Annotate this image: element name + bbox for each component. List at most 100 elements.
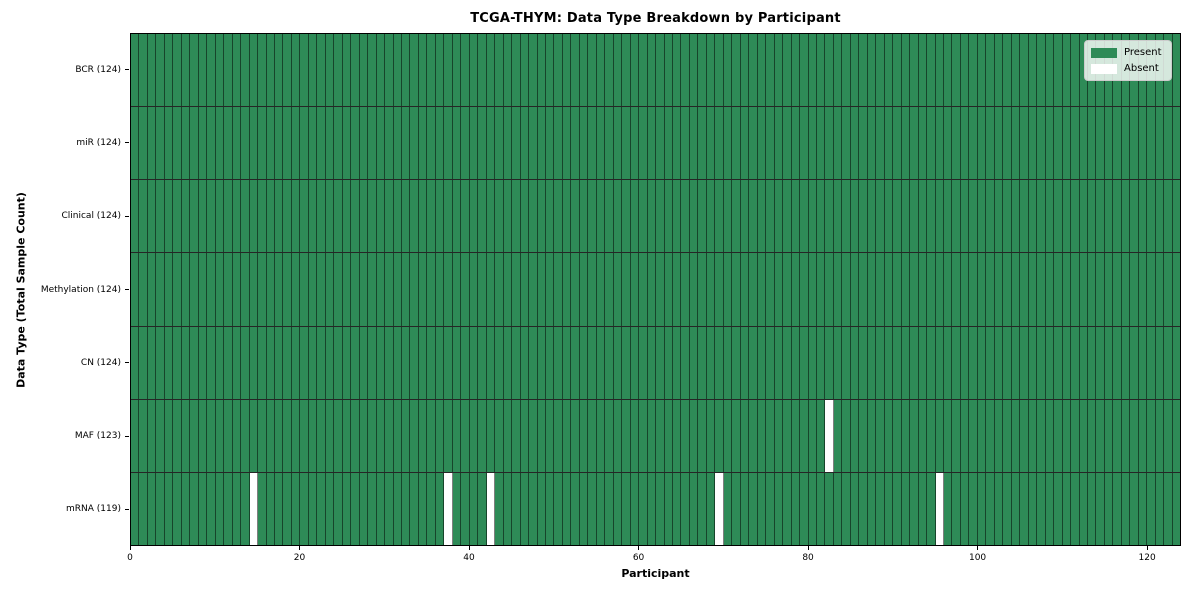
x-tick-mark	[807, 546, 809, 550]
heatmap-cell	[698, 253, 707, 326]
heatmap-cell	[1138, 399, 1148, 472]
heatmap-cell	[266, 472, 275, 545]
heatmap-cell	[207, 326, 216, 399]
heatmap-cell	[478, 326, 487, 399]
heatmap-cell	[554, 107, 563, 180]
y-tick-label-mir: miR (124)	[76, 137, 121, 148]
heatmap-cell	[325, 399, 335, 472]
heatmap-cell	[960, 34, 970, 107]
heatmap-cell	[215, 472, 225, 545]
heatmap-cell	[927, 253, 936, 326]
heatmap-cell	[1113, 326, 1122, 399]
heatmap-cell	[342, 107, 352, 180]
heatmap-cell	[1071, 107, 1080, 180]
heatmap-cell	[842, 34, 851, 107]
heatmap-cell	[800, 107, 809, 180]
heatmap-cell	[232, 399, 242, 472]
heatmap-cell	[994, 326, 1004, 399]
heatmap-cell	[359, 253, 369, 326]
heatmap-cell	[749, 107, 758, 180]
heatmap-cell	[706, 253, 716, 326]
heatmap-cell	[723, 107, 733, 180]
heatmap-cell	[605, 34, 614, 107]
heatmap-cell	[164, 472, 174, 545]
heatmap-cell	[698, 107, 707, 180]
heatmap-cell	[893, 107, 902, 180]
heatmap-cell	[325, 472, 335, 545]
heatmap-cell	[766, 107, 775, 180]
heatmap-cell	[164, 107, 174, 180]
plot-area	[130, 33, 1181, 546]
heatmap-cell	[664, 34, 673, 107]
heatmap-cell	[325, 326, 335, 399]
heatmap-cell	[656, 107, 665, 180]
heatmap-cell	[359, 399, 369, 472]
heatmap-cell	[952, 399, 961, 472]
heatmap-cell	[850, 253, 860, 326]
heatmap-cell	[977, 107, 987, 180]
heatmap-cell	[469, 34, 479, 107]
heatmap-cell	[1045, 472, 1055, 545]
heatmap-cell	[986, 326, 995, 399]
heatmap-cell	[673, 34, 682, 107]
heatmap-cell	[876, 180, 885, 253]
heatmap-cell	[529, 253, 538, 326]
heatmap-cell	[435, 180, 445, 253]
heatmap-cell	[647, 34, 657, 107]
heatmap-cell	[461, 107, 470, 180]
heatmap-cell	[977, 326, 987, 399]
x-tick-mark	[1146, 546, 1148, 550]
heatmap-cell	[944, 253, 953, 326]
heatmap-cell	[1155, 107, 1165, 180]
heatmap-cell	[952, 107, 961, 180]
heatmap-cell	[554, 472, 563, 545]
heatmap-cell	[1079, 326, 1088, 399]
heatmap-cell	[630, 326, 640, 399]
heatmap-cell	[444, 107, 453, 180]
heatmap-cell	[766, 180, 775, 253]
heatmap-cell	[503, 180, 513, 253]
heatmap-cell	[529, 107, 538, 180]
heatmap-cell	[977, 472, 987, 545]
heatmap-cell	[249, 107, 259, 180]
heatmap-cell	[495, 399, 504, 472]
heatmap-cell	[774, 326, 784, 399]
heatmap-cell	[656, 326, 665, 399]
heatmap-cell	[486, 399, 496, 472]
heatmap-cell	[850, 180, 860, 253]
heatmap-cell	[715, 107, 724, 180]
heatmap-cell	[300, 472, 309, 545]
y-tick-mark	[125, 362, 129, 364]
heatmap-cell	[1020, 180, 1029, 253]
heatmap-cell	[351, 253, 360, 326]
heatmap-cell	[1104, 472, 1114, 545]
heatmap-cell	[1003, 34, 1012, 107]
heatmap-cell	[300, 253, 309, 326]
heatmap-cell	[808, 472, 817, 545]
heatmap-cell	[207, 253, 216, 326]
heatmap-cell	[537, 34, 546, 107]
heatmap-cell	[461, 180, 470, 253]
heatmap-cell	[1045, 399, 1055, 472]
heatmap-cell	[334, 399, 343, 472]
heatmap-cell	[1172, 326, 1181, 399]
heatmap-cell	[825, 326, 834, 399]
heatmap-cell	[351, 180, 360, 253]
heatmap-cell	[164, 180, 174, 253]
heatmap-cell	[266, 180, 275, 253]
heatmap-cell	[1011, 253, 1021, 326]
heatmap-cell	[173, 253, 182, 326]
heatmap-cell	[385, 180, 394, 253]
heatmap-cell	[1130, 399, 1139, 472]
heatmap-cell	[190, 472, 199, 545]
heatmap-cell	[139, 107, 148, 180]
heatmap-cell	[249, 253, 259, 326]
heatmap-cell	[588, 180, 597, 253]
heatmap-cell	[952, 472, 961, 545]
heatmap-cell	[1045, 34, 1055, 107]
heatmap-cell	[816, 107, 826, 180]
heatmap-cell	[300, 34, 309, 107]
heatmap-cell	[241, 253, 250, 326]
heatmap-cell	[732, 326, 741, 399]
heatmap-cell	[537, 253, 546, 326]
